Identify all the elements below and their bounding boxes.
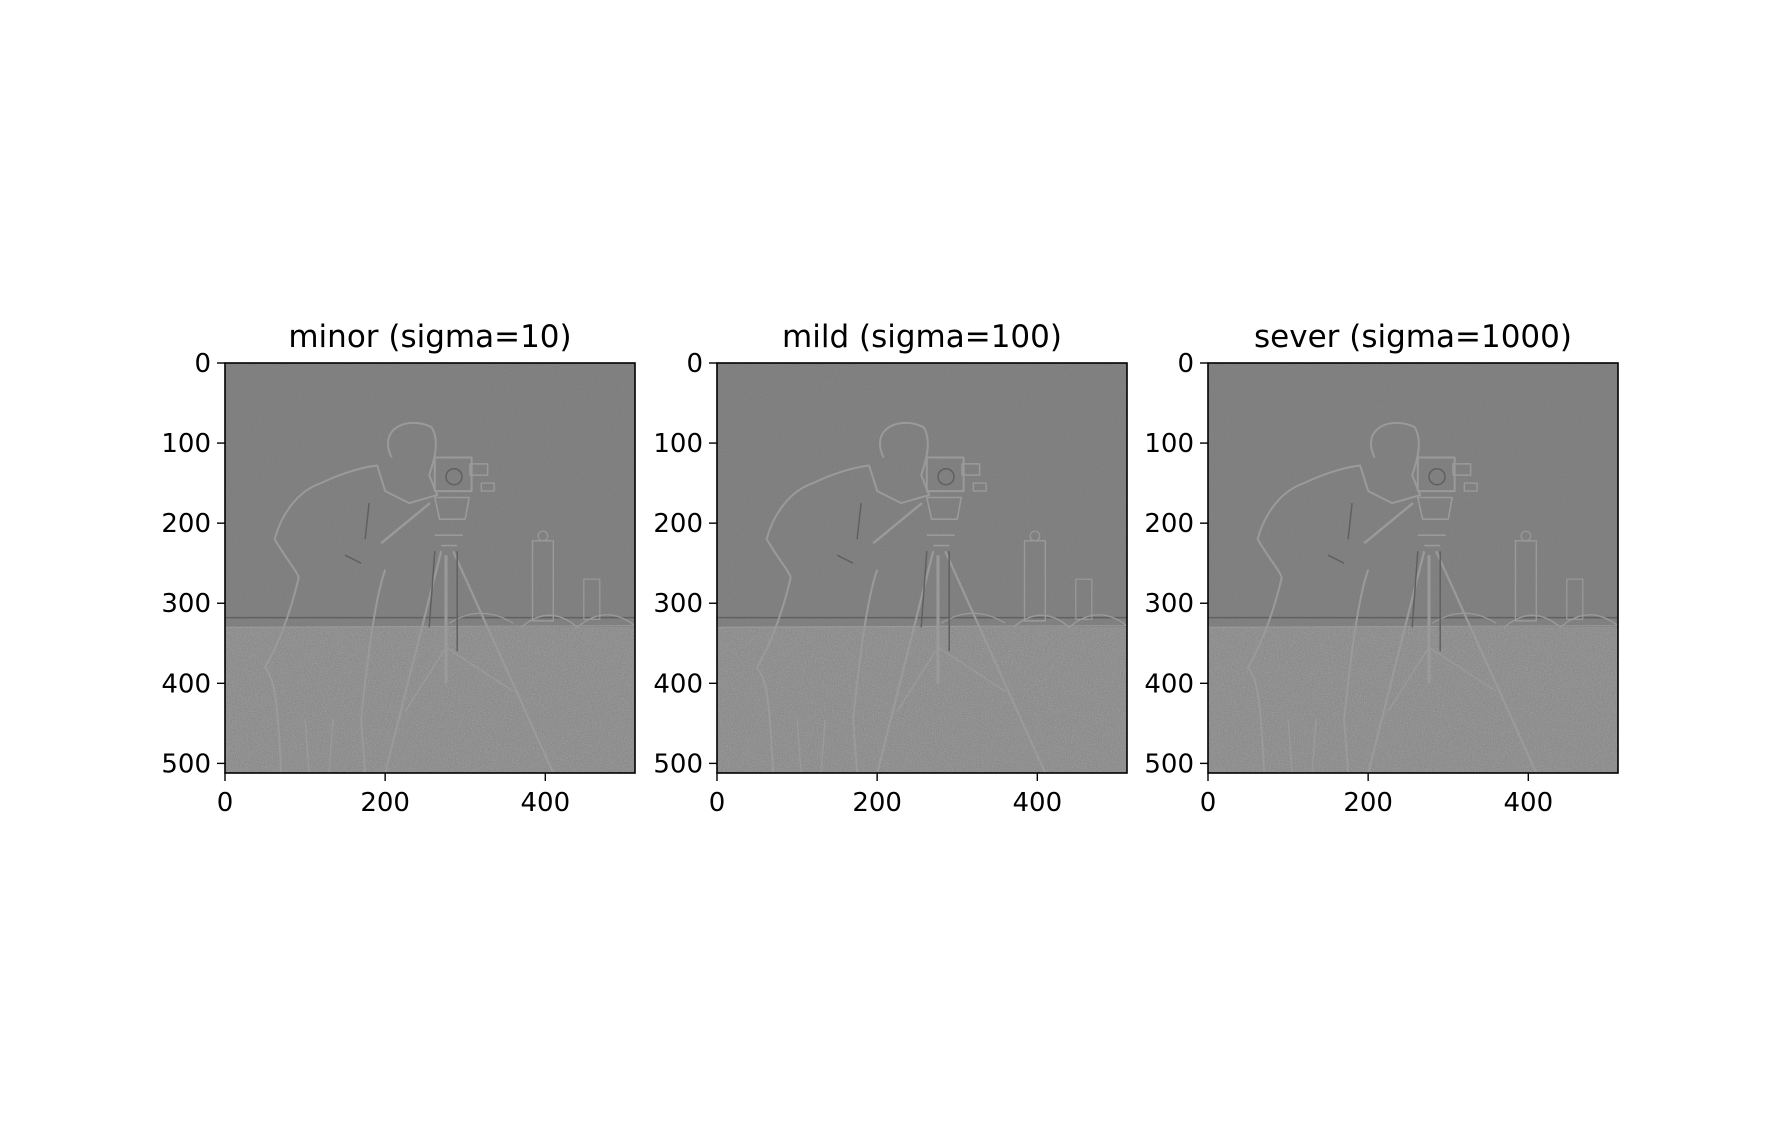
tripod-inner bbox=[1411, 551, 1441, 652]
small-building bbox=[1075, 578, 1093, 620]
tripod-collar bbox=[434, 534, 463, 547]
camera-lens-lower bbox=[1463, 482, 1478, 492]
person-front-outline bbox=[852, 569, 879, 773]
y-tick-label: 400 bbox=[1144, 669, 1194, 699]
camera-body bbox=[925, 456, 965, 493]
y-tick-label: 200 bbox=[653, 509, 703, 539]
y-tick-label: 200 bbox=[161, 509, 211, 539]
y-tick-label: 0 bbox=[686, 349, 703, 379]
tripod-braces bbox=[896, 646, 1006, 712]
person-outline bbox=[264, 421, 439, 773]
y-tick-label: 0 bbox=[194, 349, 211, 379]
x-tick-label: 200 bbox=[852, 788, 902, 818]
panel-title: mild (sigma=100) bbox=[782, 319, 1062, 355]
tripod-braces bbox=[1387, 646, 1497, 712]
panel-1: minor (sigma=10) 0 200 400 0 100 200 300 400 500 bbox=[161, 319, 636, 818]
tripod-leg-right bbox=[452, 550, 555, 773]
x-tick-label: 400 bbox=[520, 788, 570, 818]
axes-frame bbox=[224, 362, 636, 774]
y-tick-label: 500 bbox=[1144, 749, 1194, 779]
person-detail bbox=[836, 503, 862, 564]
x-tick-label: 0 bbox=[217, 788, 234, 818]
panel-3: sever (sigma=1000) 0 200 400 0 100 200 300 400 50… bbox=[1144, 319, 1619, 818]
tripod-leg-right bbox=[944, 550, 1047, 773]
tripod-leg-right bbox=[1435, 550, 1538, 773]
x-tick-label: 200 bbox=[1343, 788, 1393, 818]
bridge-arches bbox=[1012, 614, 1127, 628]
x-tick-label: 0 bbox=[709, 788, 726, 818]
y-tick-label: 400 bbox=[161, 669, 211, 699]
y-tick-label: 400 bbox=[653, 669, 703, 699]
ground-texture bbox=[225, 627, 635, 773]
image-plot bbox=[225, 363, 635, 773]
small-building bbox=[1566, 578, 1584, 620]
tripod-head bbox=[434, 496, 470, 520]
x-tick-label: 400 bbox=[1012, 788, 1062, 818]
person-outline bbox=[1247, 421, 1422, 773]
tower-top bbox=[1520, 530, 1532, 542]
x-tick-label: 400 bbox=[1503, 788, 1553, 818]
person-front-outline bbox=[1343, 569, 1370, 773]
ground-texture bbox=[1208, 627, 1618, 773]
camera-lens bbox=[1452, 463, 1472, 476]
tripod-inner bbox=[428, 551, 458, 652]
tripod-inner bbox=[920, 551, 950, 652]
camera-lens-lower bbox=[972, 482, 987, 492]
y-tick-label: 300 bbox=[653, 589, 703, 619]
tripod-handle bbox=[872, 502, 923, 545]
legs-outline bbox=[1287, 719, 1317, 773]
image-plot bbox=[1208, 363, 1618, 773]
tripod-head bbox=[1417, 496, 1453, 520]
person-outline bbox=[756, 421, 931, 773]
tripod-braces bbox=[404, 646, 514, 712]
legs-outline bbox=[796, 719, 826, 773]
axes-frame bbox=[1207, 362, 1619, 774]
camera-lens bbox=[961, 463, 981, 476]
y-tick-label: 500 bbox=[653, 749, 703, 779]
panels: minor (sigma=10)0 200 4000100200300400500m… bbox=[161, 319, 1619, 818]
bridge-arches bbox=[520, 614, 635, 628]
x-tick-label: 0 bbox=[1200, 788, 1217, 818]
person-front-outline bbox=[360, 569, 387, 773]
small-building bbox=[583, 578, 601, 620]
y-tick-label: 100 bbox=[161, 429, 211, 459]
camera-body bbox=[1416, 456, 1456, 493]
tripod-handle bbox=[1363, 502, 1414, 545]
image-plot bbox=[717, 363, 1127, 773]
ground-texture bbox=[717, 627, 1127, 773]
tower-top bbox=[1029, 530, 1041, 542]
camera-body bbox=[433, 456, 473, 493]
camera-dial bbox=[1428, 467, 1446, 486]
panel-2: mild (sigma=100) 0 200 400 0 100 200 300 400 500 bbox=[653, 319, 1128, 818]
tripod-head bbox=[926, 496, 962, 520]
camera-lens bbox=[469, 463, 489, 476]
panel-title: sever (sigma=1000) bbox=[1254, 319, 1572, 355]
y-tick-label: 100 bbox=[653, 429, 703, 459]
camera-dial bbox=[937, 467, 955, 486]
legs-outline bbox=[304, 719, 334, 773]
y-tick-label: 300 bbox=[161, 589, 211, 619]
axes-frame bbox=[716, 362, 1128, 774]
camera-lens-lower bbox=[480, 482, 495, 492]
y-tick-label: 300 bbox=[1144, 589, 1194, 619]
y-tick-label: 500 bbox=[161, 749, 211, 779]
tripod-collar bbox=[1417, 534, 1446, 547]
bridge-arches bbox=[1503, 614, 1618, 628]
tower-top bbox=[537, 530, 549, 542]
panel-title: minor (sigma=10) bbox=[288, 319, 571, 355]
x-tick-label: 200 bbox=[360, 788, 410, 818]
camera-dial bbox=[445, 467, 463, 486]
y-tick-label: 200 bbox=[1144, 509, 1194, 539]
tripod-collar bbox=[926, 534, 955, 547]
y-tick-label: 100 bbox=[1144, 429, 1194, 459]
y-tick-label: 0 bbox=[1177, 349, 1194, 379]
person-detail bbox=[1327, 503, 1353, 564]
person-detail bbox=[344, 503, 370, 564]
tripod-handle bbox=[380, 502, 431, 545]
